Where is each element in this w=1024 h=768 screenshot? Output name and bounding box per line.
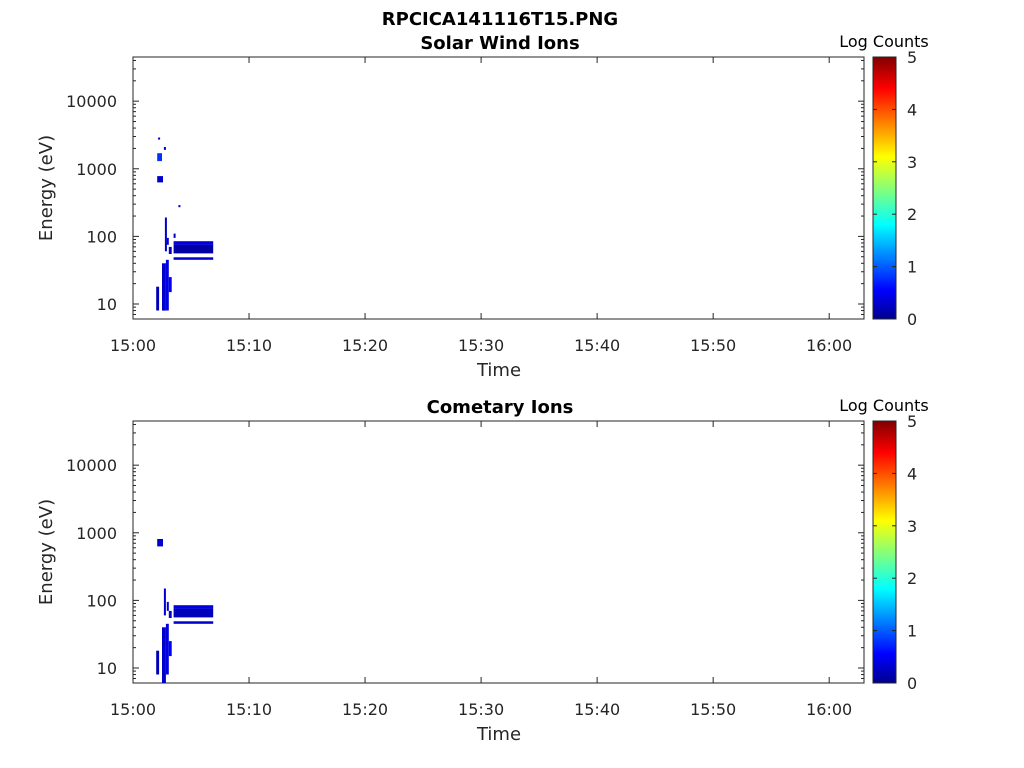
colorbar-ticks: 0 1 2 3 4 5 [873,412,917,693]
y-axis-ticks: 10 100 1000 10000 [66,59,864,320]
spectrogram-cell [156,286,160,311]
x-tick-label: 15:50 [690,336,736,355]
x-axis-ticks: 15:00 15:10 15:20 15:30 15:40 15:50 16:00 [110,421,852,719]
spectrogram-cell [168,641,172,657]
colorbar-ticks: 0 1 2 3 4 5 [873,48,917,329]
x-tick-label: 15:20 [342,700,388,719]
colorbar-tick-label: 2 [907,569,917,588]
spectrogram-cell [168,277,172,293]
x-tick-label: 15:20 [342,336,388,355]
spectrogram-cell [178,205,181,208]
y-tick-label: 10000 [66,92,117,111]
y-axis-label: Energy (eV) [36,499,57,605]
spectrogram-cells [156,137,214,311]
colorbar-tick-label: 5 [907,48,917,67]
colorbar-tick-label: 1 [907,258,917,277]
y-tick-label: 10 [97,659,117,678]
y-tick-label: 100 [86,227,117,246]
x-axis-ticks: 15:00 15:10 15:20 15:30 15:40 15:50 16:00 [110,57,852,355]
x-tick-label: 16:00 [806,336,852,355]
solar-wind-panel: Solar Wind Ions 15:00 15:10 15:20 15:30 15:4… [36,32,929,381]
panel-title: Solar Wind Ions [420,33,579,54]
plot-area [132,420,865,684]
spectrogram-cell [158,137,161,140]
y-tick-label: 10000 [66,456,117,475]
spectrogram-cell [157,176,163,183]
x-axis-label: Time [476,724,521,745]
colorbar-tick-label: 0 [907,674,917,693]
spectrogram-cell [157,153,162,162]
spectrogram-cell [173,233,176,238]
colorbar-tick-label: 2 [907,205,917,224]
colorbar-label: Log Counts [839,32,929,51]
x-tick-label: 15:00 [110,700,156,719]
spectrogram-cell [157,539,163,547]
y-tick-label: 10 [97,295,117,314]
colorbar-tick-label: 4 [907,464,917,483]
x-tick-label: 16:00 [806,700,852,719]
colorbar-tick-label: 3 [907,517,917,536]
spectrogram-cell [173,605,214,609]
colorbar-tick-label: 3 [907,153,917,172]
colorbar-tick-label: 5 [907,412,917,431]
spectrogram-cell [165,623,169,675]
x-tick-label: 15:30 [458,700,504,719]
spectrogram-cell [162,263,166,311]
spectrogram-cell [173,621,214,624]
x-tick-label: 15:00 [110,336,156,355]
spectrogram-cell [173,608,214,618]
panel-title: Cometary Ions [427,397,574,418]
spectrogram-cell [165,259,169,311]
y-tick-label: 100 [86,591,117,610]
cometary-panel: Cometary Ions 15:00 15:10 15:20 15:30 15:40 1… [36,396,929,745]
spectrogram-cell [162,627,166,683]
colorbar-tick-label: 1 [907,622,917,641]
y-tick-label: 1000 [76,524,117,543]
spectrogram-cell [173,241,214,245]
spectrogram-cell [163,147,166,150]
spectrogram-cell [156,650,160,675]
colorbar-tick-label: 0 [907,310,917,329]
x-tick-label: 15:10 [226,700,272,719]
spectrogram-cell [173,244,214,254]
spectrogram-cell [163,588,166,616]
x-tick-label: 15:30 [458,336,504,355]
spectrogram-cell [166,237,169,245]
spectrogram-cell [164,217,167,252]
x-tick-label: 15:50 [690,700,736,719]
plot-area [132,56,865,320]
colorbar [872,420,897,684]
x-tick-label: 15:10 [226,336,272,355]
spectrogram-cell [173,257,214,260]
figure-suptitle: RPCICA141116T15.PNG [382,9,618,30]
colorbar-label: Log Counts [839,396,929,415]
colorbar-tick-label: 4 [907,100,917,119]
y-axis-label: Energy (eV) [36,135,57,241]
y-tick-label: 1000 [76,160,117,179]
spectrogram-cell [168,610,172,618]
spectrogram-cells [156,539,214,683]
x-tick-label: 15:40 [574,700,620,719]
spectrogram-cell [166,601,169,611]
x-axis-label: Time [476,360,521,381]
y-axis-ticks: 10 100 1000 10000 [66,423,864,684]
colorbar [872,56,897,320]
x-tick-label: 15:40 [574,336,620,355]
spectrogram-cell [168,246,172,254]
